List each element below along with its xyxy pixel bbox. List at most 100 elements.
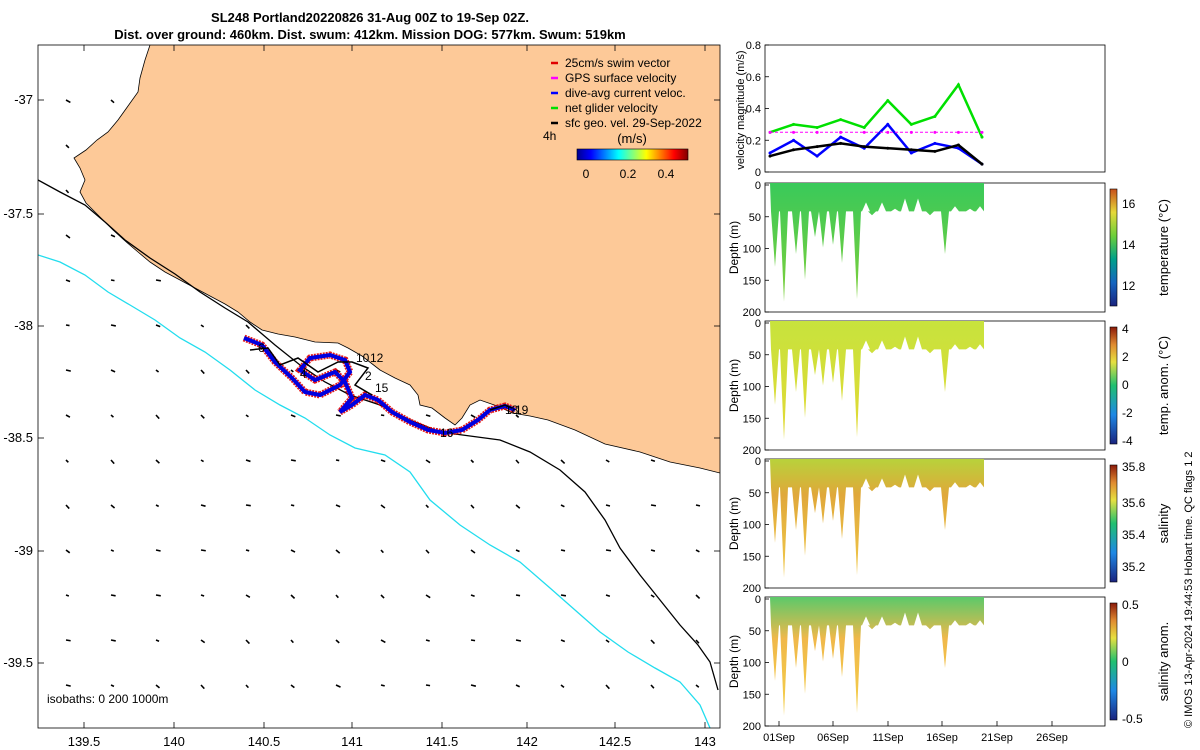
velocity-point: [909, 148, 913, 152]
velocity-arrow: [155, 594, 161, 597]
velocity-point: [909, 130, 913, 134]
track-label: 19: [515, 403, 529, 417]
depth-tick: 50: [749, 626, 761, 638]
track-label: 10: [356, 351, 370, 365]
velocity-point: [862, 130, 866, 134]
date-tick: 16Sep: [926, 732, 958, 744]
depth-tick: 200: [743, 721, 761, 733]
velocity-arrow: [65, 324, 70, 327]
velocity-arrow: [65, 234, 71, 239]
velocity-point: [956, 83, 960, 87]
velocity-point: [815, 145, 819, 149]
colorbar-tick: 35.4: [1122, 528, 1146, 542]
velocity-arrow: [155, 504, 160, 508]
velocity-arrow: [335, 414, 341, 417]
lon-tick-label: 143: [694, 734, 716, 749]
velocity-line-2: [769, 142, 983, 166]
depth-tick: 150: [743, 275, 761, 287]
lat-tick-label: -37: [14, 92, 33, 107]
velocity-arrow: [380, 459, 386, 463]
velocity-arrow: [380, 549, 384, 554]
velocity-arrow: [290, 504, 295, 507]
temp_anom-section-fill: [770, 321, 984, 440]
velocity-arrow: [335, 639, 340, 644]
velocity-point: [956, 143, 960, 147]
velocity-arrow: [110, 99, 115, 104]
legend-entry: sfc geo. vel. 29-Sep-2022: [565, 116, 702, 130]
velocity-point: [839, 130, 843, 134]
velocity-arrow: [290, 459, 296, 462]
velocity-ytick: 0.6: [746, 72, 761, 84]
velocity-arrow: [380, 414, 385, 417]
velocity-arrow: [110, 549, 115, 552]
date-tick: 06Sep: [817, 732, 849, 744]
depth-tick: 150: [743, 413, 761, 425]
velocity-arrow: [650, 504, 657, 507]
velocity-arrow: [515, 684, 521, 688]
depth-tick: 50: [749, 350, 761, 362]
glider-track: [242, 334, 517, 437]
speed-colorbar: [576, 148, 689, 161]
legend-entry: dive-avg current veloc.: [565, 86, 686, 100]
velocity-point: [956, 130, 960, 134]
colorbar-tick: -2: [1122, 406, 1133, 420]
track-label: 16: [440, 426, 454, 440]
colorbar-tick: 16: [1122, 197, 1136, 211]
temperature-section-fill: [770, 183, 984, 302]
velocity-arrow: [110, 594, 116, 597]
velocity-arrow: [155, 549, 161, 552]
velocity-arrow: [290, 594, 296, 599]
velocity-arrow: [560, 504, 565, 508]
velocity-point: [792, 122, 796, 126]
velocity-arrow: [380, 504, 386, 509]
velocity-arrow: [110, 324, 116, 327]
velocity-arrow: [65, 684, 71, 687]
isobaths-label: isobaths: 0 200 1000m: [47, 692, 168, 706]
track-label: 12: [370, 351, 384, 365]
lat-tick-label: -37.5: [3, 206, 33, 221]
velocity-arrow: [335, 684, 341, 688]
depth-tick: 150: [743, 551, 761, 563]
velocity-point: [792, 138, 796, 142]
velocity-arrow: [470, 459, 475, 464]
velocity-arrow: [110, 279, 115, 282]
colorbar-tick: 35.2: [1122, 560, 1146, 574]
velocity-arrow: [425, 414, 431, 418]
colorbar-tick: 0: [1122, 378, 1129, 392]
velocity-point: [886, 99, 890, 103]
velocity-arrow: [200, 504, 206, 507]
velocity-arrow: [65, 144, 70, 149]
colorbar-tick: 2: [1122, 350, 1129, 364]
velocity-arrow: [560, 639, 566, 643]
velocity-point: [815, 130, 819, 134]
velocity-arrow: [200, 459, 204, 463]
velocity-arrow: [65, 549, 71, 554]
velocity-arrow: [695, 684, 700, 688]
velocity-arrow: [470, 549, 476, 554]
sal_anom-section-fill: [770, 597, 984, 716]
velocity-series: [768, 82, 984, 166]
velocity-arrow: [335, 549, 341, 554]
temperature-ylabel: temperature (°C): [1156, 199, 1171, 296]
sal_anom-panel: 0 50 100 150 200 Depth (m) 0.5 0 -0.5 salinity an…: [727, 594, 1171, 733]
velocity-arrow: [470, 504, 475, 509]
sal_anom-colorbar: [1109, 602, 1118, 721]
velocity-point: [956, 146, 960, 150]
colorbar-tick: 0.5: [1122, 598, 1139, 612]
velocity-point: [980, 130, 984, 134]
colorbar-tick: -0.5: [1122, 712, 1143, 726]
velocity-arrow: [65, 414, 71, 418]
velocity-point: [886, 130, 890, 134]
velocity-arrow: [110, 234, 116, 238]
colorbar-tick: 35.8: [1122, 460, 1146, 474]
lat-tick-label: -38.5: [3, 430, 33, 445]
track-label: 18: [505, 403, 519, 417]
velocity-arrow: [380, 684, 385, 687]
velocity-arrow: [110, 369, 116, 373]
velocity-arrow: [65, 279, 71, 283]
date-tick: 21Sep: [981, 732, 1013, 744]
depth-tick: 0: [755, 180, 761, 192]
velocity-arrow: [200, 549, 206, 552]
